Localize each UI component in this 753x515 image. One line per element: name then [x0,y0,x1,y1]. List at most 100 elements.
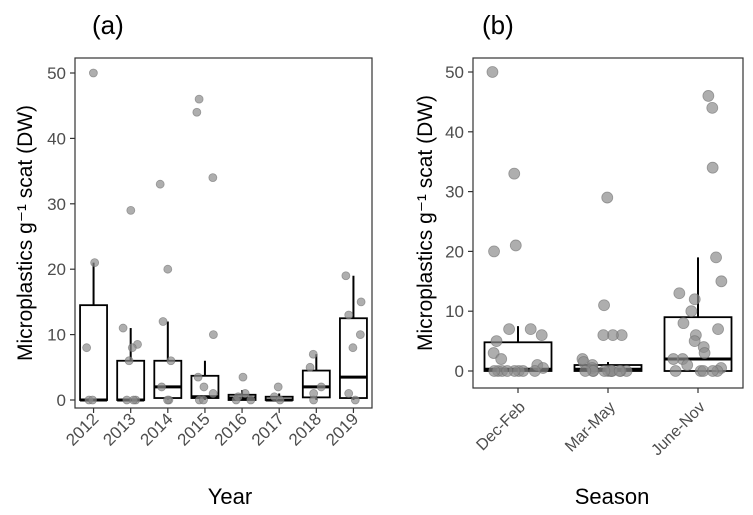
box-body [116,359,146,401]
panel-b-points [486,66,728,377]
data-point [597,329,610,342]
data-point [356,297,366,307]
data-point [488,365,501,377]
data-point [127,343,137,353]
data-point [309,395,319,405]
data-point [509,239,522,252]
panel-a-label: (a) [92,10,124,40]
x-tick-label: 2017 [248,409,288,449]
data-point [124,356,134,366]
panel-b-y-axis: 0 10 20 30 40 50 [445,63,473,381]
data-point [669,365,682,377]
data-point [208,389,218,398]
y-tick-label: 20 [47,260,66,279]
panel-b: (b) 0 10 20 30 40 50 Dec-Feb Mar-May June-Nov S… [414,10,744,509]
data-point [199,395,208,405]
panel-a-plot-border [74,57,373,409]
data-point [308,349,318,359]
data-point [677,317,690,330]
data-point [231,395,241,405]
data-point [194,94,204,104]
data-point [535,329,548,342]
data-point [579,365,592,377]
y-tick-label: 30 [47,195,66,214]
y-tick-label: 20 [445,242,464,261]
data-point [348,343,358,353]
panel-b-x-axis-title: Season [575,484,650,509]
data-point [501,365,514,377]
y-tick-label: 40 [445,123,464,142]
data-point [305,362,315,372]
data-point [706,101,719,114]
data-point [88,68,98,78]
x-tick-label: 2018 [285,409,325,449]
y-tick-label: 40 [47,129,66,148]
data-point [495,353,508,365]
panel-a-points [82,68,366,405]
data-point [157,382,167,392]
data-point [698,347,711,359]
data-point [681,359,694,371]
data-point [712,323,724,336]
data-point [341,271,351,281]
data-point [275,395,285,405]
panel-a-y-axis: 0 10 20 30 40 50 [47,64,75,410]
data-point [355,330,365,340]
data-point [82,343,92,353]
data-point [503,323,516,336]
data-point [667,353,680,365]
panel-b-label: (b) [482,10,514,40]
y-tick-label: 0 [57,391,66,410]
data-point [486,66,499,78]
data-point [710,251,722,264]
data-point [126,205,136,215]
panel-a-x-axis-title: Year [208,484,252,509]
panel-b-y-axis-title: Microplastics g⁻¹ scat (DW) [414,95,437,351]
data-point [613,365,626,377]
x-tick-label: 2019 [322,409,362,449]
data-point [192,107,202,117]
data-point [208,173,218,183]
data-point [273,382,283,392]
data-point [208,330,218,340]
data-point [350,395,360,405]
data-point [528,365,541,377]
data-point [316,382,326,392]
data-point [685,305,698,318]
x-tick-label: June-Nov [648,399,708,459]
x-tick-label: Mar-May [562,399,619,456]
y-tick-label: 0 [455,362,464,381]
x-tick-label: 2015 [174,409,214,449]
data-point [702,90,715,102]
data-point [155,179,165,189]
y-tick-label: 30 [445,183,464,202]
data-point [88,395,97,405]
data-point [488,245,500,258]
data-point [706,161,719,174]
box-body [339,317,368,399]
data-point [163,395,172,405]
data-point [673,287,686,300]
data-point [238,372,248,382]
x-tick-label: 2014 [136,409,176,449]
data-point [490,335,503,348]
y-tick-label: 50 [47,64,66,83]
data-point [524,323,537,336]
data-point [246,395,256,405]
data-point [688,335,701,348]
x-tick-label: Dec-Feb [473,399,528,454]
y-tick-label: 10 [47,326,66,345]
x-tick-label: 2012 [62,409,102,449]
data-point [715,275,728,288]
data-point [193,372,203,382]
data-point [163,264,173,274]
data-point [598,299,610,312]
y-tick-label: 10 [445,302,464,321]
data-point [688,293,701,306]
data-point [601,191,614,204]
data-point [344,389,354,398]
x-tick-label: 2016 [211,409,251,449]
data-point [158,317,168,326]
